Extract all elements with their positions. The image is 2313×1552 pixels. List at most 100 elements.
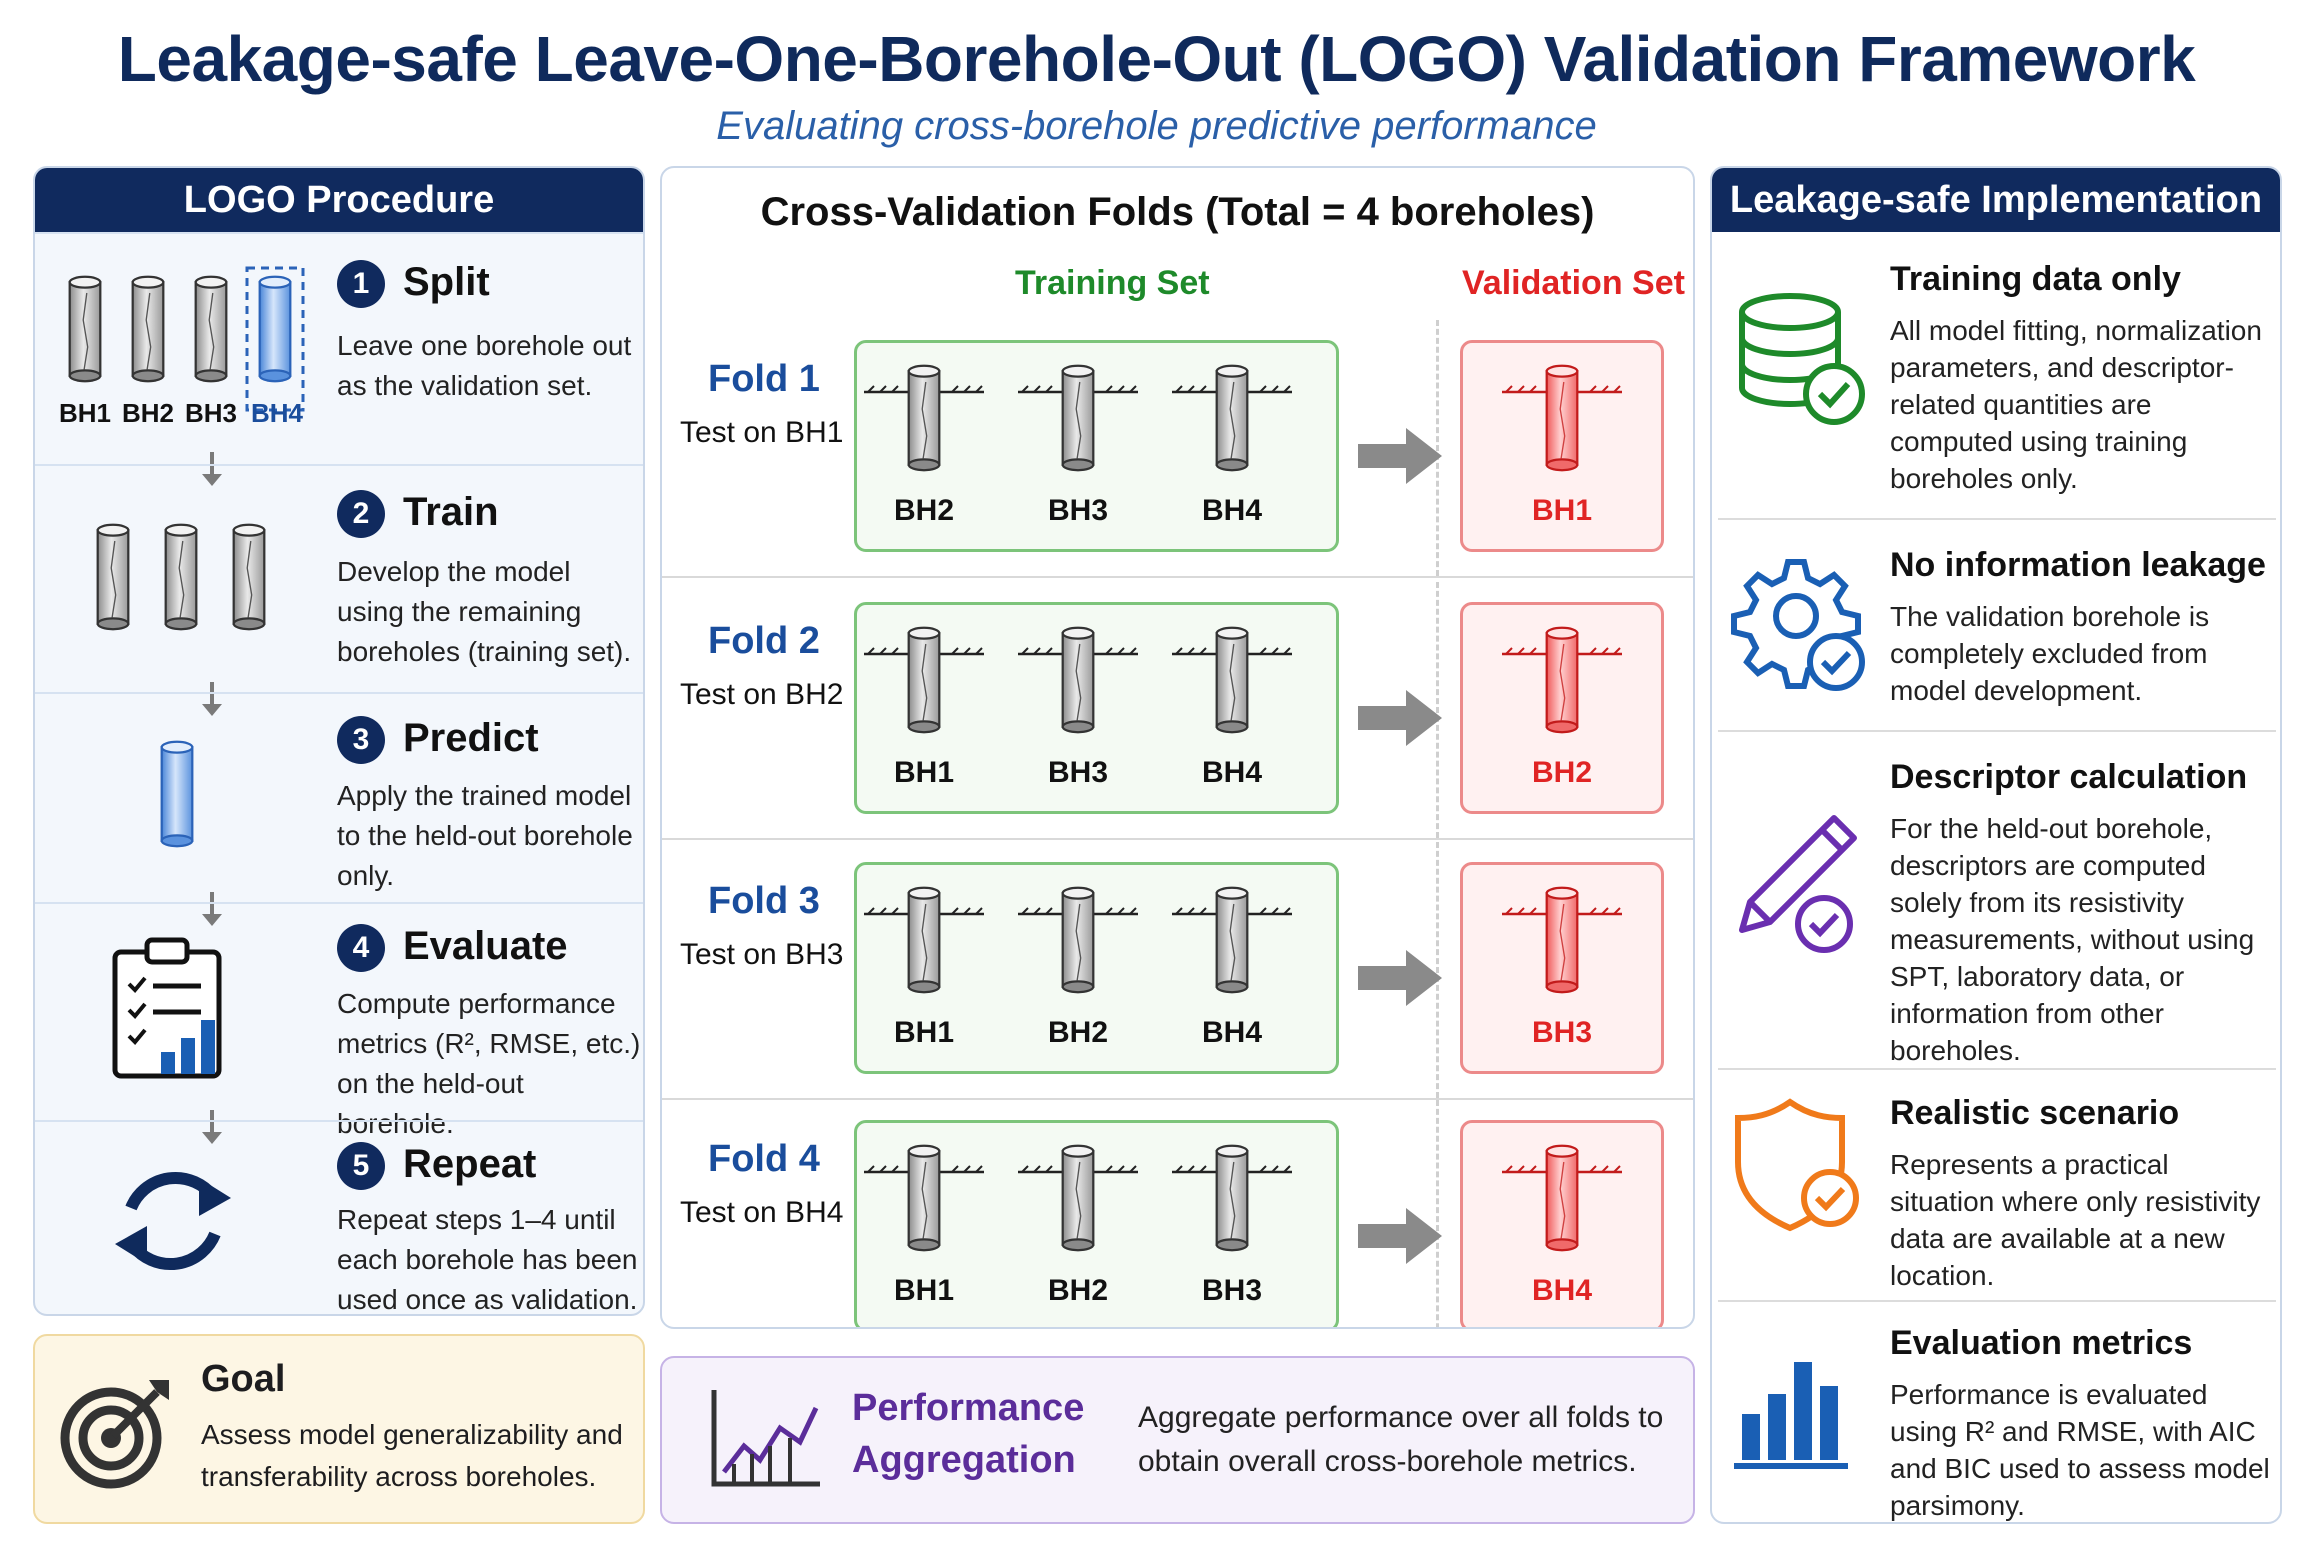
fold-name: Fold 1: [708, 358, 820, 400]
step-split: BH1 BH2 BH3 BH4 1 Split Leave one boreho…: [35, 232, 643, 464]
down-arrow-icon: [202, 892, 222, 926]
down-arrow-icon: [202, 682, 222, 716]
impl-item-title: Realistic scenario: [1890, 1094, 2180, 1132]
step-description: Develop the model using the remaining bo…: [337, 556, 632, 667]
fold-separator: [662, 838, 1693, 840]
divider: [1718, 1068, 2276, 1070]
cross-validation-folds-panel: Cross-Validation Folds (Total = 4 boreho…: [660, 166, 1695, 1329]
repeat-cycle-icon: [103, 1156, 243, 1286]
training-borehole-icon: [864, 1144, 984, 1252]
goal-box: Goal Assess model generalizability and t…: [33, 1334, 645, 1524]
training-boreholes-icon: [85, 518, 285, 648]
training-borehole-icon: [1172, 626, 1292, 734]
arrow-right-icon: [1358, 950, 1442, 1006]
training-borehole-label: BH2: [893, 494, 954, 527]
impl-item-descriptor: Descriptor calculation For the held-out …: [1712, 732, 2280, 1068]
step-number: 2: [337, 490, 385, 538]
training-borehole-label: BH4: [1201, 1016, 1262, 1049]
validation-borehole-icon: [1502, 1144, 1622, 1252]
training-borehole-icon: [864, 886, 984, 994]
training-borehole-label: BH2: [1047, 1016, 1108, 1049]
training-borehole-label: BH3: [1047, 756, 1108, 789]
aggregation-description: Aggregate performance over all folds to …: [1138, 1401, 1664, 1478]
step-title: Evaluate: [403, 924, 568, 968]
arrow-right-icon: [1358, 1208, 1442, 1264]
training-borehole-icon: [1018, 886, 1138, 994]
step-title: Repeat: [403, 1142, 537, 1186]
fold-test-label: Test on BH2: [680, 678, 844, 711]
step-number: 1: [337, 260, 385, 308]
impl-item-training-data: Training data only All model fitting, no…: [1712, 232, 2280, 520]
step-number: 3: [337, 716, 385, 764]
impl-item-metrics: Evaluation metrics Performance is evalua…: [1712, 1302, 2280, 1522]
step-title: Split: [403, 260, 490, 304]
validation-borehole-label: BH4: [1531, 1274, 1592, 1307]
step-evaluate: 4 Evaluate Compute performance metrics (…: [35, 902, 643, 1139]
implementation-heading: Leakage-safe Implementation: [1712, 168, 2280, 232]
impl-item-title: Evaluation metrics: [1890, 1324, 2193, 1362]
leakage-safe-implementation-panel: Leakage-safe Implementation Training dat…: [1710, 166, 2282, 1524]
borehole-split-icon: [57, 266, 307, 424]
impl-item-title: No information leakage: [1890, 546, 2266, 584]
logo-procedure-heading: LOGO Procedure: [35, 168, 643, 232]
training-borehole-icon: [864, 626, 984, 734]
training-borehole-label: BH4: [1201, 756, 1262, 789]
training-borehole-label: BH1: [893, 1016, 954, 1049]
step-description: Apply the trained model to the held-out …: [337, 780, 633, 891]
training-borehole-icon: [864, 364, 984, 472]
shield-check-icon: [1730, 1096, 1870, 1236]
validation-borehole-label: BH3: [1531, 1016, 1592, 1049]
page-subtitle: Evaluating cross-borehole predictive per…: [716, 104, 1597, 148]
step-predict: 3 Predict Apply the trained model to the…: [35, 692, 643, 902]
impl-item-description: For the held-out borehole, descriptors a…: [1890, 813, 2255, 1066]
impl-item-description: The validation borehole is completely ex…: [1890, 601, 2210, 706]
goal-description: Assess model generalizability and transf…: [201, 1419, 623, 1492]
step-title: Train: [403, 490, 499, 534]
fold-divider: [1436, 842, 1439, 1098]
step-train: 2 Train Develop the model using the rema…: [35, 464, 643, 692]
down-arrow-icon: [202, 452, 222, 486]
fold-divider: [1436, 1100, 1439, 1327]
training-borehole-label: BH4: [1201, 494, 1262, 527]
arrow-right-icon: [1358, 428, 1442, 484]
training-borehole-icon: [1172, 1144, 1292, 1252]
impl-item-no-leakage: No information leakage The validation bo…: [1712, 520, 2280, 730]
fold-name: Fold 3: [708, 880, 820, 922]
clipboard-chart-icon: [111, 934, 241, 1084]
validation-borehole-label: BH1: [1531, 494, 1592, 527]
training-borehole-icon: [1018, 626, 1138, 734]
validation-borehole-icon: [1502, 886, 1622, 994]
fold-test-label: Test on BH1: [680, 416, 844, 449]
page-title: Leakage-safe Leave-One-Borehole-Out (LOG…: [117, 23, 2196, 95]
step-number: 4: [337, 924, 385, 972]
training-borehole-label: BH2: [1047, 1274, 1108, 1307]
step-number: 5: [337, 1142, 385, 1190]
divider: [1718, 730, 2276, 732]
impl-item-description: Represents a practical situation where o…: [1890, 1149, 2261, 1291]
validation-set-label: Validation Set: [1462, 264, 1685, 302]
fold-separator: [662, 1098, 1693, 1100]
bar-chart-icon: [1730, 1342, 1870, 1482]
fold-test-label: Test on BH4: [680, 1196, 844, 1229]
training-borehole-label: BH1: [893, 756, 954, 789]
aggregation-title: Performance Aggregation: [852, 1387, 1085, 1481]
fold-row: Fold 2 Test on BH2 BH1 BH3 BH4 BH2: [662, 580, 1693, 840]
held-out-borehole-icon: [153, 732, 203, 862]
impl-item-description: All model fitting, normalization paramet…: [1890, 315, 2262, 494]
training-borehole-icon: [1018, 364, 1138, 472]
impl-item-title: Training data only: [1890, 260, 2181, 298]
target-icon: [57, 1372, 177, 1492]
step-description: Compute performance metrics (R², RMSE, e…: [337, 988, 641, 1139]
gear-check-icon: [1730, 554, 1870, 694]
training-borehole-label: BH3: [1047, 494, 1108, 527]
divider: [1718, 518, 2276, 520]
fold-row: Fold 1 Test on BH1 BH2 BH3 BH4 BH1: [662, 318, 1693, 578]
training-borehole-label: BH1: [893, 1274, 954, 1307]
divider: [1718, 1300, 2276, 1302]
fold-separator: [662, 576, 1693, 578]
impl-item-title: Descriptor calculation: [1890, 758, 2248, 796]
fold-divider: [1436, 582, 1439, 838]
down-arrow-icon: [202, 1110, 222, 1144]
training-set-label: Training Set: [1015, 264, 1210, 302]
validation-borehole-label: BH2: [1531, 756, 1592, 789]
